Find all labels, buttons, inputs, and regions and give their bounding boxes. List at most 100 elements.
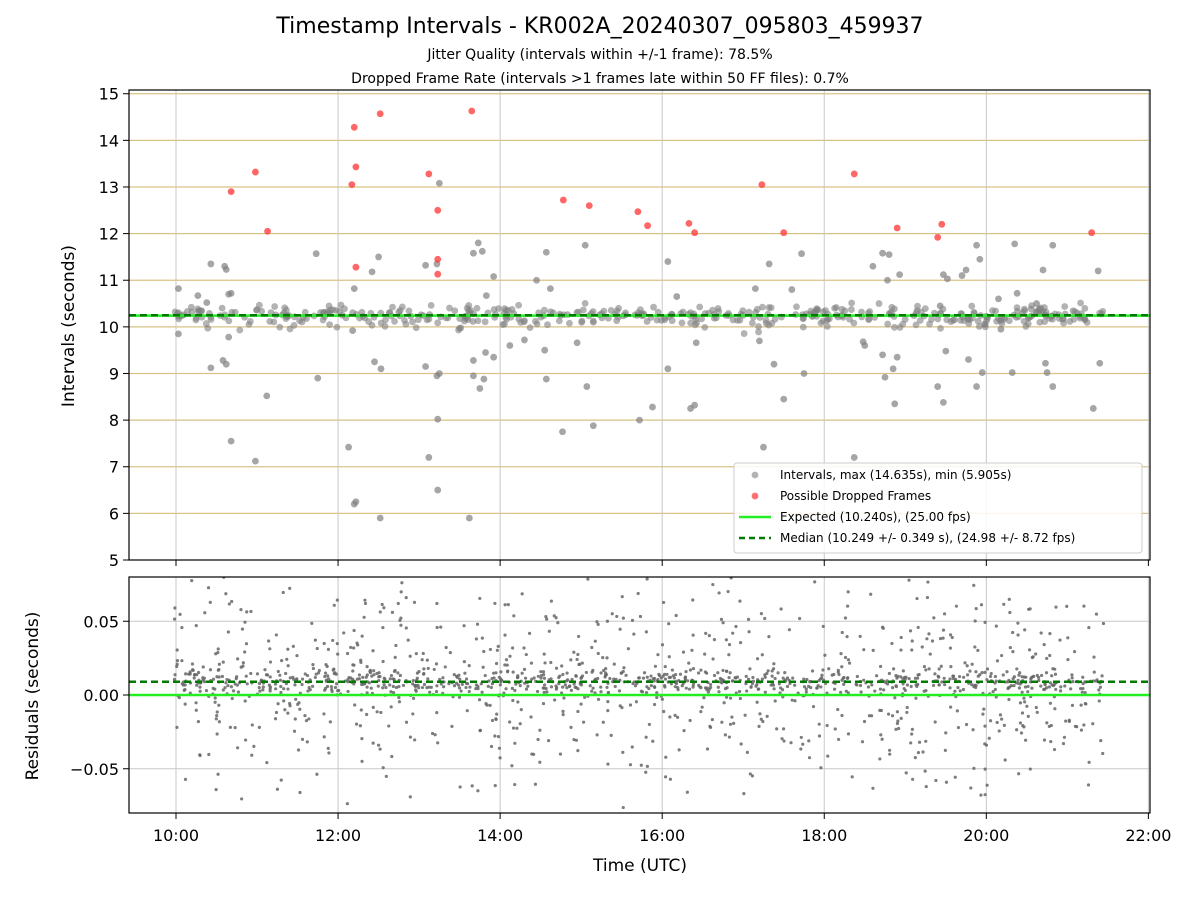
residual-point: [846, 658, 851, 662]
residual-point: [681, 650, 686, 654]
interval-point: [884, 320, 892, 328]
residual-point: [381, 659, 385, 664]
residual-point: [190, 578, 194, 583]
residual-point: [499, 670, 503, 674]
interval-point: [503, 315, 511, 323]
residual-point: [313, 675, 317, 680]
residual-point: [1069, 687, 1073, 691]
interval-point: [236, 326, 244, 334]
residual-point: [738, 641, 743, 645]
top-y-tick-label: 7: [109, 458, 119, 477]
residual-point: [845, 635, 849, 639]
residual-point: [696, 671, 701, 675]
residual-point: [722, 701, 726, 705]
interval-point: [896, 324, 904, 331]
residual-point: [859, 690, 863, 694]
residual-point: [380, 602, 384, 607]
residual-point: [913, 676, 918, 680]
residual-point: [858, 683, 863, 688]
residual-point: [1012, 683, 1016, 688]
residual-point: [813, 580, 817, 584]
residual-point: [430, 731, 435, 736]
residual-point: [215, 732, 219, 736]
residual-point: [303, 672, 307, 676]
interval-point: [478, 247, 486, 255]
residual-point: [1061, 741, 1066, 746]
residual-point: [217, 720, 221, 724]
interval-point: [937, 324, 944, 332]
interval-point: [555, 317, 563, 325]
top-y-tick-label: 9: [109, 364, 119, 383]
residual-point: [173, 673, 177, 677]
interval-point: [692, 339, 700, 347]
interval-point: [875, 300, 883, 307]
residual-point: [691, 666, 696, 671]
residual-point: [576, 749, 580, 753]
interval-point: [885, 251, 893, 258]
interval-point: [581, 241, 589, 249]
residual-point: [1011, 650, 1015, 654]
residual-point: [618, 627, 622, 631]
residual-point: [300, 677, 305, 681]
residual-point: [352, 663, 356, 667]
residual-point: [983, 620, 987, 624]
residual-point: [214, 787, 218, 792]
residual-point: [893, 696, 897, 700]
residual-point: [700, 705, 704, 709]
residual-point: [644, 690, 649, 695]
residual-point: [599, 690, 603, 694]
residual-point: [572, 650, 576, 654]
interval-point: [1066, 318, 1074, 325]
residual-point: [943, 683, 947, 687]
interval-point: [375, 253, 382, 261]
interval-point: [793, 303, 800, 311]
residual-point: [894, 685, 898, 689]
residual-point: [887, 671, 891, 676]
dropped-frame-point: [468, 107, 476, 115]
interval-point: [517, 319, 525, 326]
residual-point: [855, 674, 859, 679]
interval-point: [323, 308, 331, 316]
residual-point: [511, 698, 515, 703]
residual-point: [279, 778, 283, 782]
interval-point: [939, 399, 947, 406]
interval-point: [1049, 315, 1056, 323]
residual-point: [1034, 705, 1038, 710]
residual-point: [938, 636, 943, 641]
residual-point: [601, 655, 605, 660]
residual-point: [676, 715, 680, 719]
interval-point: [678, 319, 686, 327]
residual-point: [297, 701, 301, 705]
residual-point: [549, 677, 553, 681]
residual-point: [315, 772, 319, 776]
residual-point: [268, 687, 272, 691]
residual-point: [596, 651, 600, 656]
residual-point: [381, 686, 385, 690]
residual-point: [721, 621, 725, 625]
residual-point: [220, 674, 225, 679]
residual-point: [536, 820, 539, 823]
interval-point: [664, 365, 672, 373]
residual-point: [293, 717, 297, 721]
interval-point: [376, 514, 384, 522]
residual-point: [880, 625, 885, 629]
interval-point: [755, 323, 762, 330]
residual-point: [703, 652, 707, 656]
residual-point: [427, 685, 431, 689]
residual-point: [404, 720, 409, 724]
residual-point: [274, 687, 278, 691]
residual-point: [429, 685, 433, 689]
residual-point: [198, 689, 202, 693]
residual-point: [1023, 685, 1028, 689]
residual-point: [510, 646, 515, 650]
residual-point: [228, 725, 232, 729]
residual-point: [911, 777, 915, 781]
residual-point: [249, 671, 253, 676]
residual-point: [626, 647, 630, 651]
residual-point: [709, 682, 713, 687]
residual-point: [1000, 717, 1004, 721]
residual-point: [388, 683, 392, 687]
interval-point: [490, 273, 498, 280]
residual-point: [392, 677, 396, 682]
residual-point: [387, 724, 391, 728]
